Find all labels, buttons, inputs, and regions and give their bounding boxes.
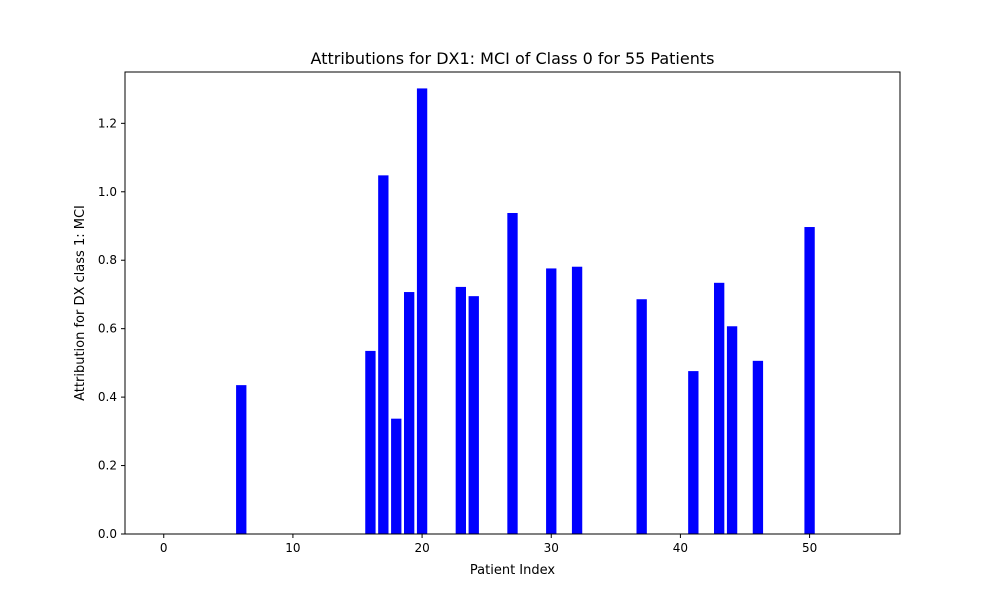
bar-patient-17 (378, 175, 389, 534)
y-tick-label: 0.4 (98, 390, 117, 404)
plot-frame (124, 71, 901, 535)
x-tick-label: 10 (285, 541, 300, 555)
y-tick-label: 1.2 (98, 116, 117, 130)
bar-patient-50 (804, 227, 815, 534)
bar-patient-46 (752, 360, 764, 534)
x-tick-label: 20 (414, 541, 429, 555)
x-axis-label: Patient Index (470, 563, 555, 578)
bar-patient-37 (636, 299, 647, 534)
bar-patient-44 (726, 326, 738, 534)
y-tick-label: 0.2 (98, 459, 117, 473)
y-tick-label: 0.6 (98, 322, 117, 336)
x-tick-label: 40 (673, 541, 688, 555)
chart-title: Attributions for DX1: MCI of Class 0 for… (311, 49, 715, 68)
bars (236, 88, 815, 535)
bar-patient-16 (365, 350, 376, 534)
y-axis-label: Attribution for DX class 1: MCI (73, 205, 88, 401)
bar-patient-27 (507, 212, 518, 535)
y-axis-ticks: 0.0 0.2 0.4 0.6 0.8 1.0 1.2 (98, 116, 125, 541)
bar-patient-19 (404, 292, 415, 534)
bar-patient-43 (714, 282, 725, 534)
bar-patient-30 (546, 268, 557, 534)
bar-patient-23 (455, 286, 466, 534)
x-tick-label: 50 (802, 541, 817, 555)
bar-patient-32 (571, 266, 583, 534)
x-tick-label: 30 (544, 541, 559, 555)
bar-patient-41 (688, 371, 699, 534)
bar-patient-18 (391, 418, 402, 534)
bar-patient-6 (236, 385, 247, 534)
x-tick-label: 0 (160, 541, 168, 555)
bar-patient-24 (468, 296, 479, 534)
y-tick-label: 1.0 (98, 185, 117, 199)
y-tick-label: 0.8 (98, 253, 117, 267)
y-tick-label: 0.0 (98, 527, 117, 541)
bar-patient-20 (416, 88, 428, 534)
x-axis-ticks: 0 10 20 30 40 50 (160, 534, 817, 555)
